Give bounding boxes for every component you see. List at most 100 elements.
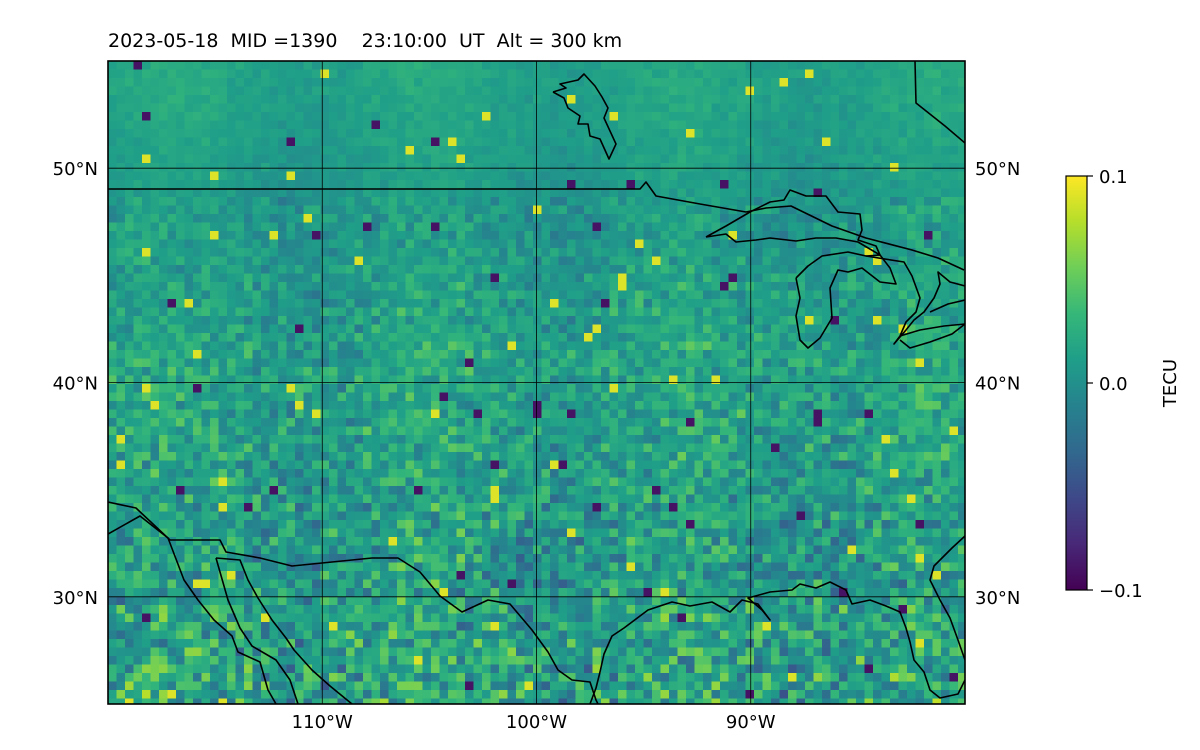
heatmap-cell bbox=[669, 469, 679, 479]
heatmap-cell bbox=[694, 452, 704, 462]
heatmap-cell bbox=[711, 392, 721, 402]
heatmap-cell bbox=[592, 452, 602, 462]
heatmap-cell bbox=[669, 265, 679, 275]
heatmap-cell bbox=[448, 120, 458, 130]
heatmap-cell bbox=[898, 452, 908, 462]
heatmap-cell bbox=[235, 137, 245, 147]
heatmap-cell bbox=[660, 392, 670, 402]
heatmap-cell bbox=[771, 248, 781, 258]
heatmap-cell bbox=[592, 324, 602, 334]
heatmap-cell bbox=[864, 61, 874, 71]
heatmap-cell bbox=[754, 401, 764, 411]
heatmap-cell bbox=[575, 197, 585, 207]
heatmap-cell bbox=[788, 452, 798, 462]
heatmap-cell bbox=[907, 163, 917, 173]
heatmap-cell bbox=[830, 401, 840, 411]
heatmap-cell bbox=[354, 163, 364, 173]
heatmap-cell bbox=[762, 248, 772, 258]
heatmap-cell bbox=[898, 171, 908, 181]
heatmap-cell bbox=[354, 112, 364, 122]
heatmap-cell bbox=[898, 333, 908, 343]
heatmap-cell bbox=[686, 120, 696, 130]
heatmap-cell bbox=[873, 248, 883, 258]
heatmap-cell bbox=[448, 171, 458, 181]
heatmap-cell bbox=[915, 273, 925, 283]
heatmap-cell bbox=[431, 307, 441, 317]
heatmap-cell bbox=[252, 401, 262, 411]
heatmap-cell bbox=[108, 112, 118, 122]
heatmap-cell bbox=[227, 256, 237, 266]
heatmap-cell bbox=[864, 469, 874, 479]
heatmap-cell bbox=[567, 112, 577, 122]
heatmap-cell bbox=[303, 409, 313, 419]
heatmap-cell bbox=[626, 146, 636, 156]
heatmap-cell bbox=[193, 231, 203, 241]
heatmap-cell bbox=[159, 265, 169, 275]
heatmap-cell bbox=[601, 69, 611, 79]
heatmap-cell bbox=[643, 205, 653, 215]
heatmap-cell bbox=[261, 248, 271, 258]
heatmap-cell bbox=[448, 418, 458, 428]
heatmap-cell bbox=[286, 137, 296, 147]
heatmap-cell bbox=[320, 392, 330, 402]
heatmap-cell bbox=[813, 69, 823, 79]
heatmap-cell bbox=[499, 290, 509, 300]
heatmap-cell bbox=[669, 239, 679, 249]
heatmap-cell bbox=[388, 214, 398, 224]
heatmap-cell bbox=[907, 273, 917, 283]
heatmap-cell bbox=[439, 222, 449, 232]
heatmap-cell bbox=[473, 171, 483, 181]
heatmap-cell bbox=[133, 265, 143, 275]
heatmap-cell bbox=[507, 120, 517, 130]
heatmap-cell bbox=[677, 290, 687, 300]
heatmap-cell bbox=[533, 239, 543, 249]
heatmap-cell bbox=[286, 418, 296, 428]
heatmap-cell bbox=[193, 61, 203, 71]
heatmap-cell bbox=[949, 316, 959, 326]
heatmap-cell bbox=[822, 324, 832, 334]
heatmap-cell bbox=[745, 222, 755, 232]
heatmap-cell bbox=[125, 401, 135, 411]
heatmap-cell bbox=[133, 316, 143, 326]
heatmap-cell bbox=[210, 401, 220, 411]
heatmap-cell bbox=[116, 256, 126, 266]
heatmap-cell bbox=[856, 435, 866, 445]
heatmap-cell bbox=[694, 367, 704, 377]
heatmap-cell bbox=[720, 163, 730, 173]
heatmap-cell bbox=[567, 103, 577, 113]
heatmap-cell bbox=[193, 129, 203, 139]
heatmap-cell bbox=[184, 435, 194, 445]
heatmap-cell bbox=[439, 61, 449, 71]
heatmap-cell bbox=[244, 460, 254, 470]
heatmap-cell bbox=[728, 78, 738, 88]
heatmap-cell bbox=[609, 78, 619, 88]
heatmap-cell bbox=[728, 248, 738, 258]
heatmap-cell bbox=[618, 86, 628, 96]
heatmap-cell bbox=[847, 418, 857, 428]
heatmap-cell bbox=[703, 180, 713, 190]
heatmap-cell bbox=[839, 265, 849, 275]
heatmap-cell bbox=[720, 401, 730, 411]
heatmap-cell bbox=[618, 265, 628, 275]
heatmap-cell bbox=[711, 137, 721, 147]
heatmap-cell bbox=[949, 367, 959, 377]
heatmap-cell bbox=[108, 188, 118, 198]
heatmap-cell bbox=[941, 69, 951, 79]
heatmap-cell bbox=[805, 239, 815, 249]
heatmap-cell bbox=[159, 171, 169, 181]
heatmap-cell bbox=[949, 61, 959, 71]
heatmap-cell bbox=[575, 154, 585, 164]
heatmap-cell bbox=[312, 154, 322, 164]
heatmap-cell bbox=[575, 222, 585, 232]
heatmap-cell bbox=[201, 350, 211, 360]
heatmap-cell bbox=[754, 69, 764, 79]
heatmap-cell bbox=[184, 469, 194, 479]
heatmap-cell bbox=[269, 392, 279, 402]
heatmap-cell bbox=[805, 367, 815, 377]
heatmap-cell bbox=[167, 324, 177, 334]
heatmap-cell bbox=[652, 435, 662, 445]
heatmap-cell bbox=[346, 307, 356, 317]
heatmap-cell bbox=[167, 222, 177, 232]
heatmap-cell bbox=[431, 341, 441, 351]
heatmap-cell bbox=[635, 154, 645, 164]
